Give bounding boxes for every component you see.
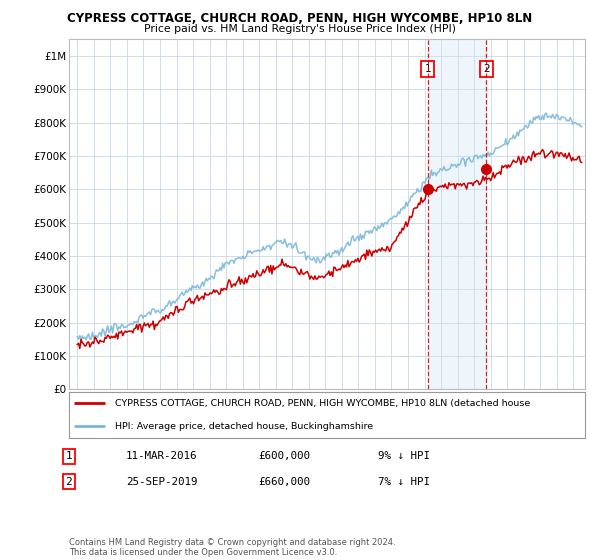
Text: 1: 1	[424, 64, 431, 74]
Text: 11-MAR-2016: 11-MAR-2016	[126, 451, 197, 461]
Text: 9% ↓ HPI: 9% ↓ HPI	[378, 451, 430, 461]
Text: Price paid vs. HM Land Registry's House Price Index (HPI): Price paid vs. HM Land Registry's House …	[144, 24, 456, 34]
Text: Contains HM Land Registry data © Crown copyright and database right 2024.
This d: Contains HM Land Registry data © Crown c…	[69, 538, 395, 557]
Text: CYPRESS COTTAGE, CHURCH ROAD, PENN, HIGH WYCOMBE, HP10 8LN: CYPRESS COTTAGE, CHURCH ROAD, PENN, HIGH…	[67, 12, 533, 25]
Text: £600,000: £600,000	[258, 451, 310, 461]
Text: 25-SEP-2019: 25-SEP-2019	[126, 477, 197, 487]
Text: HPI: Average price, detached house, Buckinghamshire: HPI: Average price, detached house, Buck…	[115, 422, 374, 431]
Text: 2: 2	[483, 64, 490, 74]
Text: 1: 1	[65, 451, 73, 461]
Text: 7% ↓ HPI: 7% ↓ HPI	[378, 477, 430, 487]
Text: 2: 2	[65, 477, 73, 487]
Text: £660,000: £660,000	[258, 477, 310, 487]
Bar	[428, 39, 486, 389]
Text: CYPRESS COTTAGE, CHURCH ROAD, PENN, HIGH WYCOMBE, HP10 8LN (detached house: CYPRESS COTTAGE, CHURCH ROAD, PENN, HIGH…	[115, 399, 530, 408]
